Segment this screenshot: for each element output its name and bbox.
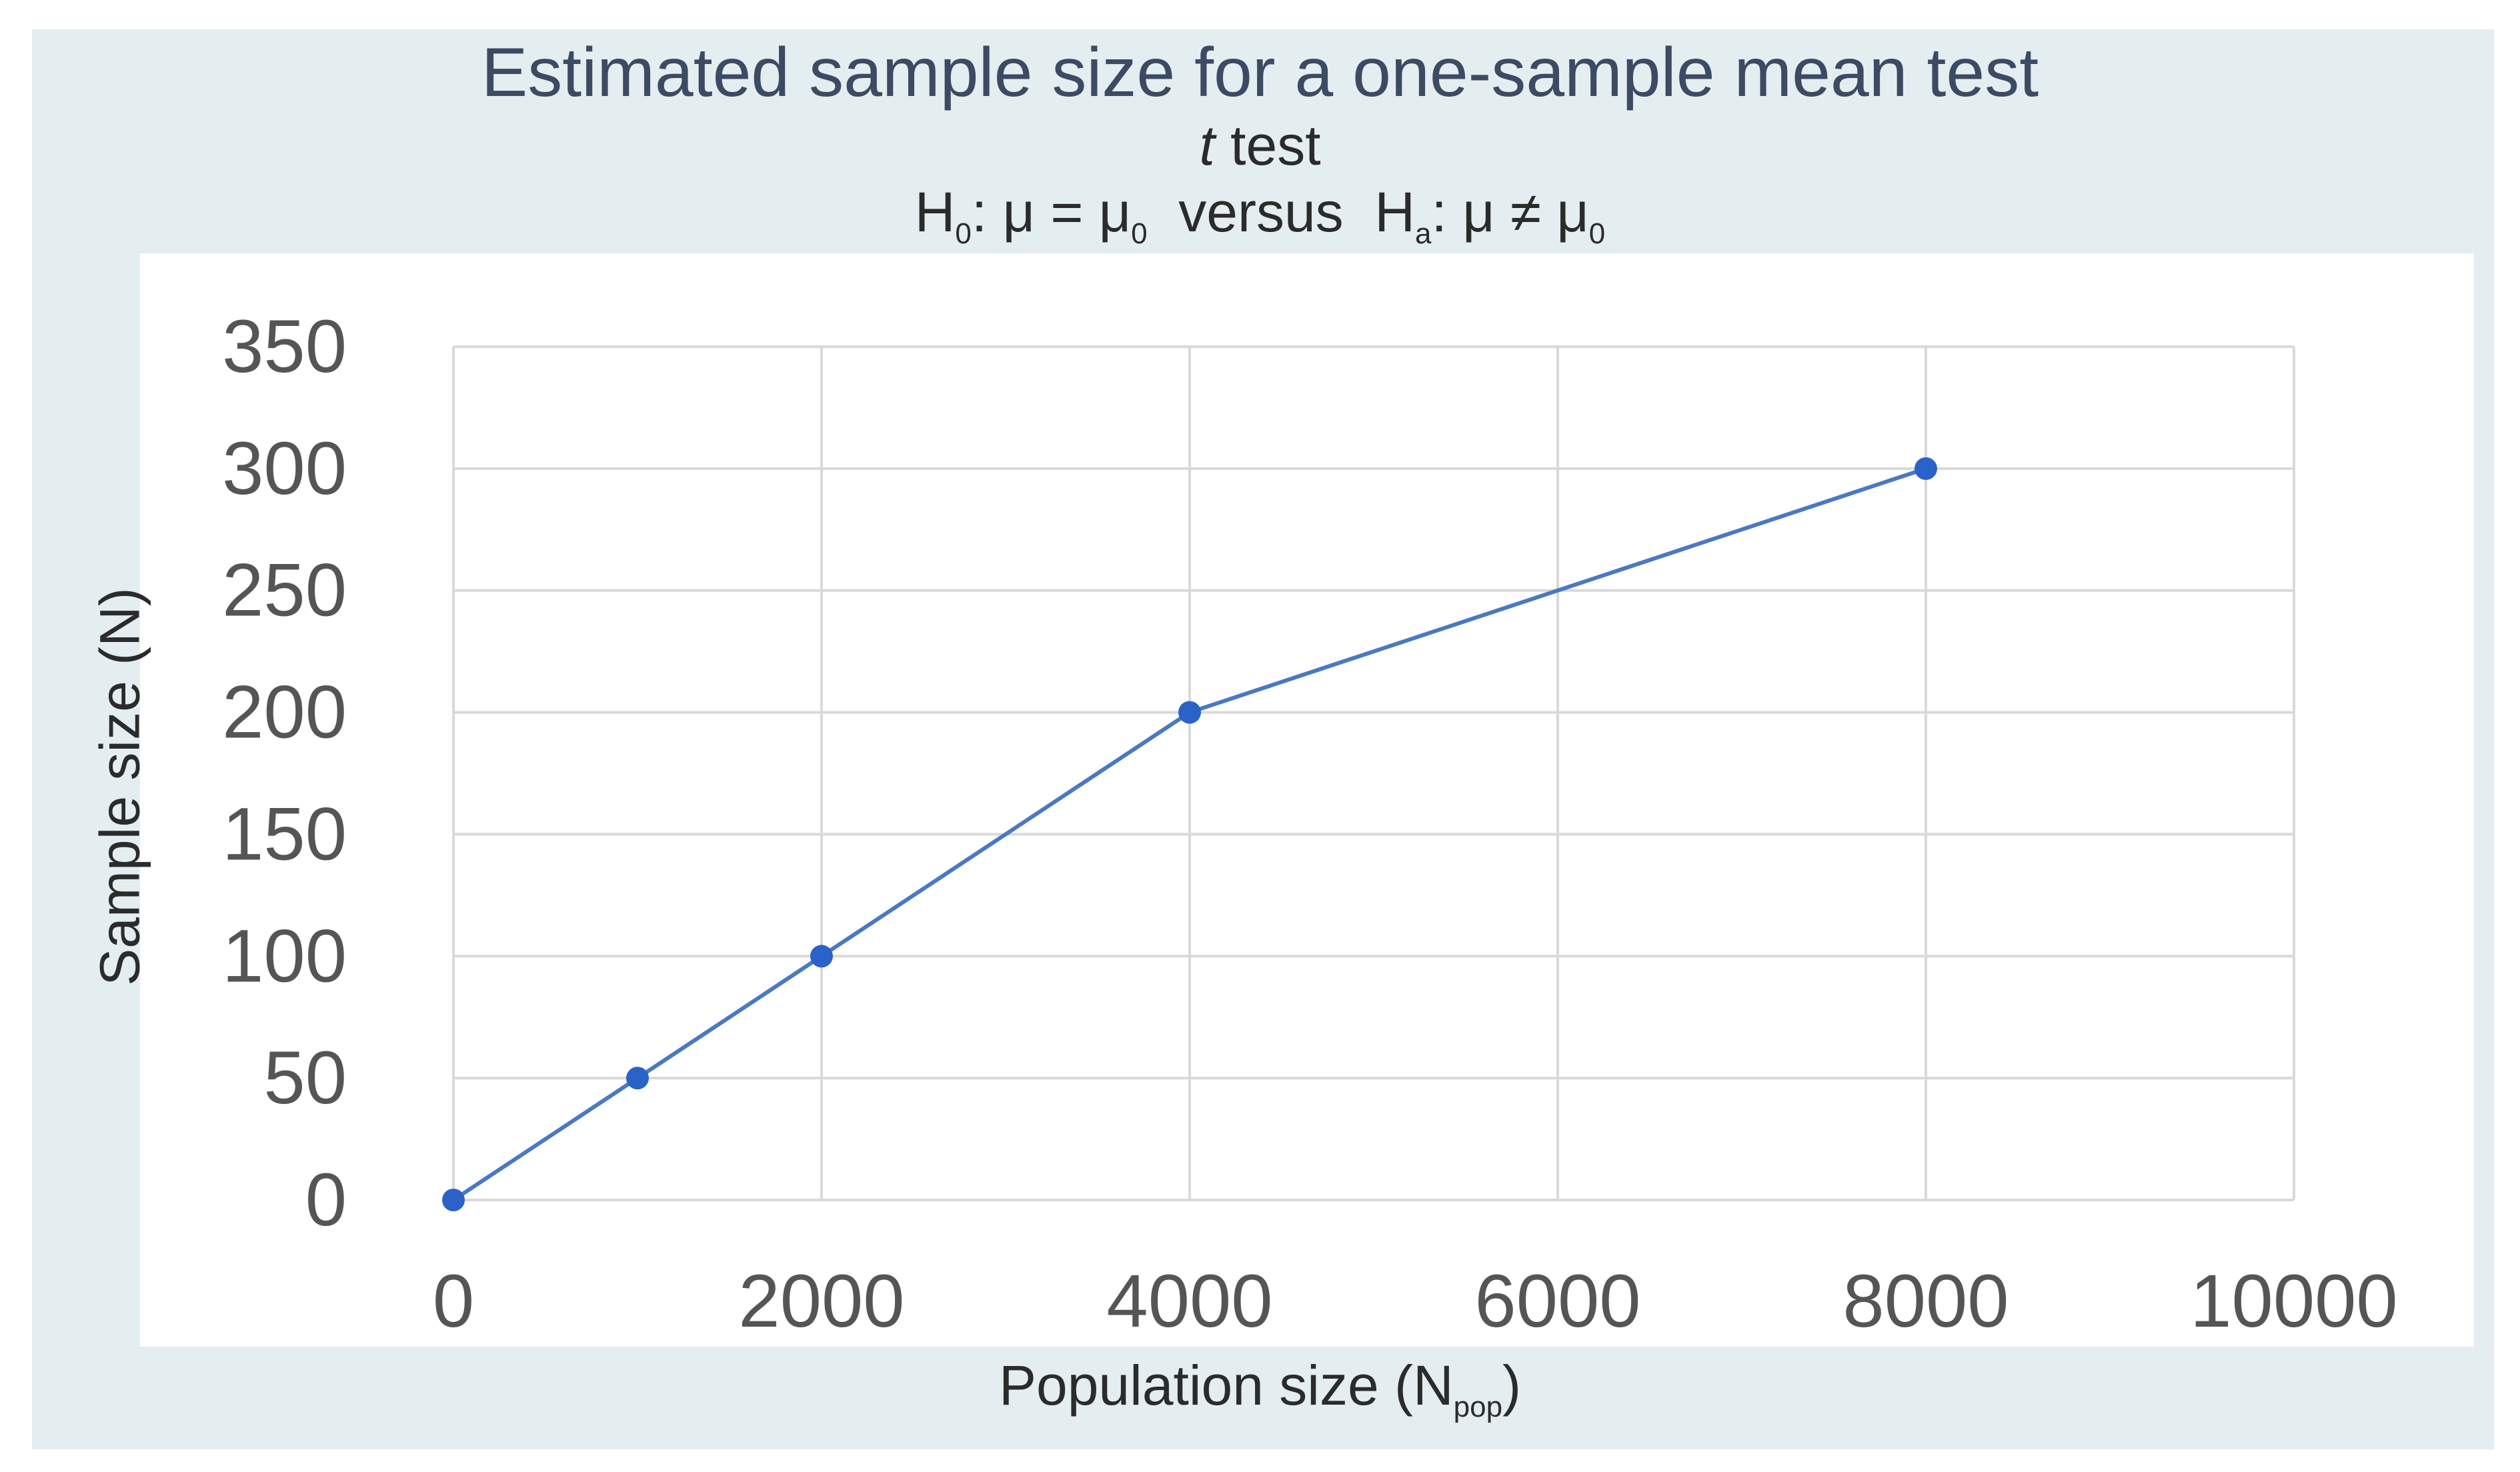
- data-point: [1915, 457, 1937, 480]
- chart-subtitle: t test: [0, 113, 2520, 178]
- x-tick-label: 8000: [1842, 1259, 2009, 1343]
- y-tick-label: 350: [222, 305, 347, 388]
- y-axis-label: Sample size (N): [88, 587, 151, 986]
- mu0-sub-2: 0: [1588, 217, 1606, 250]
- y-tick-label: 150: [222, 792, 347, 875]
- data-point: [810, 945, 833, 968]
- chart-title: Estimated sample size for a one-sample m…: [481, 34, 2039, 111]
- xlabel-main: Population size (N: [998, 1354, 1454, 1417]
- h0-prefix: H: [914, 181, 956, 243]
- x-axis-label: Population size (Npop): [0, 1353, 2520, 1424]
- x-tick-label: 6000: [1474, 1259, 1640, 1343]
- h0-sub: 0: [955, 217, 972, 250]
- ha-sub: a: [1415, 217, 1432, 250]
- ha-prefix: H: [1374, 181, 1416, 243]
- data-point: [1178, 701, 1201, 724]
- y-tick-label: 50: [263, 1036, 347, 1119]
- xlabel-sub: pop: [1453, 1390, 1503, 1423]
- x-tick-label: 10000: [2190, 1259, 2397, 1343]
- y-tick-label: 300: [222, 427, 347, 510]
- h0-rest: : μ = μ: [971, 181, 1132, 243]
- data-point: [442, 1189, 465, 1211]
- versus: versus: [1147, 181, 1375, 243]
- data-point: [626, 1067, 649, 1090]
- y-tick-label: 250: [222, 549, 347, 632]
- y-tick-label: 200: [222, 671, 347, 754]
- mu0-sub: 0: [1131, 217, 1148, 250]
- x-tick-label: 2000: [738, 1259, 904, 1343]
- subtitle-italic: t: [1199, 114, 1215, 177]
- y-tick-label: 100: [222, 914, 347, 997]
- x-tick-label: 0: [433, 1259, 474, 1343]
- x-tick-label: 4000: [1106, 1259, 1272, 1343]
- y-tick-label: 0: [305, 1158, 347, 1241]
- ha-rest: : μ ≠ μ: [1431, 181, 1589, 243]
- xlabel-end: ): [1502, 1354, 1522, 1417]
- chart-hypothesis: H0: μ = μ0 versus Ha: μ ≠ μ0: [0, 180, 2520, 251]
- plot-box: [140, 253, 2474, 1347]
- subtitle-rest: test: [1214, 114, 1321, 177]
